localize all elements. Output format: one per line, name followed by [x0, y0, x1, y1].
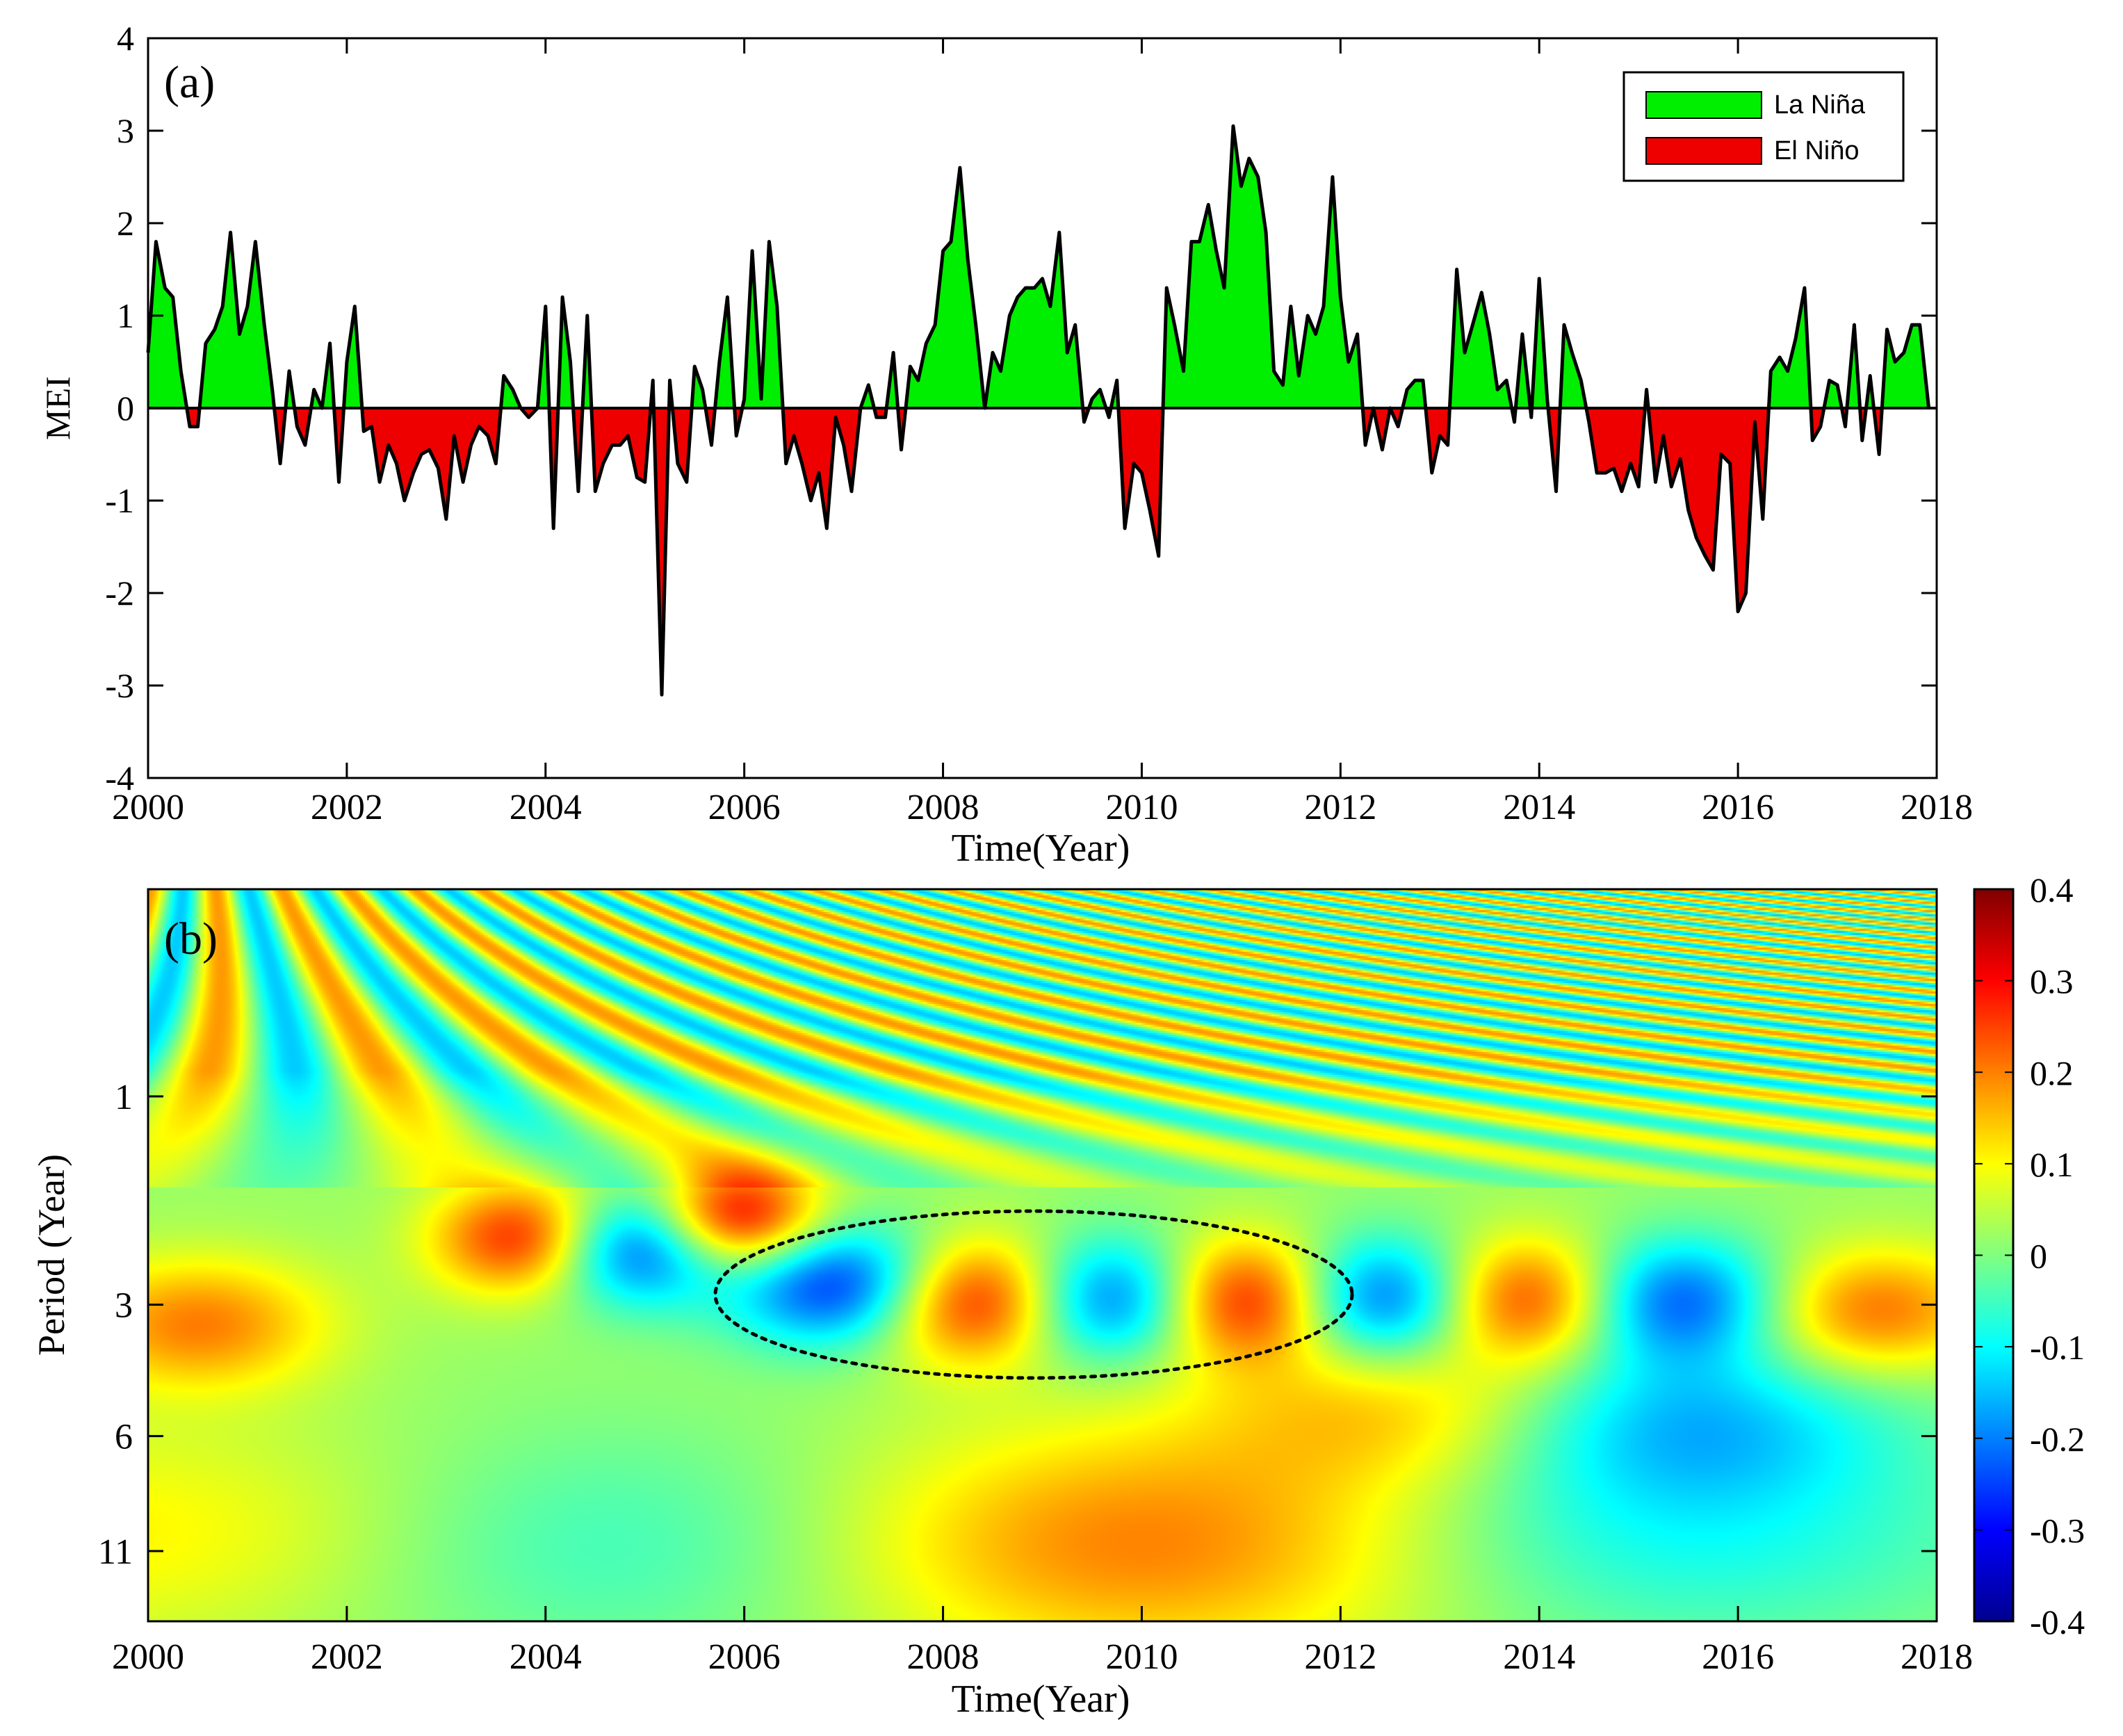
colorbar-tick-label: 0.3: [2030, 962, 2074, 1001]
highlight-ellipse: [713, 1209, 1354, 1380]
legend-swatch-el-nino: [1645, 137, 1762, 165]
y-tick-label: 3: [117, 111, 134, 150]
la-nina-area-segment: [1911, 324, 1921, 409]
el-nino-area-segment: [1737, 407, 1747, 612]
colorbar-tick-label: -0.1: [2030, 1328, 2085, 1367]
la-nina-area-segment: [943, 241, 952, 409]
panel-a-x-axis-label: Time(Year): [952, 827, 1130, 870]
colorbar-tick-label: 0.1: [2030, 1145, 2074, 1184]
el-nino-area-segment: [1596, 407, 1607, 473]
x-tick-label: 2018: [1901, 1637, 1973, 1677]
panel-a-label: (a): [164, 57, 215, 108]
x-tick-label: 2006: [708, 788, 781, 827]
x-tick-label: 2010: [1105, 788, 1178, 827]
x-tick-label: 2016: [1702, 1637, 1774, 1677]
el-nino-area-segment: [1605, 407, 1614, 473]
y-tick-label: 11: [98, 1532, 133, 1572]
wavelet-heatmap: [148, 889, 1937, 1621]
colorbar-tick-label: 0: [2030, 1237, 2047, 1276]
legend-swatch-la-nina: [1645, 91, 1762, 119]
x-tick-label: 2012: [1304, 1637, 1376, 1677]
colorbar-tick-label: 0.4: [2030, 870, 2074, 909]
el-nino-area-segment: [636, 407, 646, 483]
y-tick-label: 1: [115, 1078, 133, 1117]
legend: La Niña El Niño: [1622, 71, 1905, 182]
y-tick-label: 3: [115, 1286, 133, 1326]
y-tick-label: -3: [105, 666, 134, 705]
panel-a-y-ticks: -4 -3 -2 -1 0 1 2 3 4: [105, 19, 1937, 797]
x-tick-label: 2000: [112, 1637, 184, 1677]
panel-a-x-ticks: 2000 2002 2004 2006 2008 2010 2012 2014 2016 2018: [112, 38, 1973, 827]
x-tick-label: 2018: [1901, 788, 1973, 827]
colorbar-tick-label: -0.4: [2030, 1603, 2085, 1641]
x-tick-label: 2000: [112, 788, 184, 827]
y-tick-label: 0: [117, 389, 134, 428]
panel-a-y-axis-label: MEI: [38, 376, 77, 440]
panel-b-x-ticks: 2000 2002 2004 2006 2008 2010 2012 2014 2016 2018: [112, 1606, 1973, 1677]
la-nina-area-segment: [1034, 277, 1043, 409]
x-tick-label: 2002: [311, 788, 383, 827]
la-nina-area-segment: [1240, 158, 1250, 409]
la-nina-area-segment: [1025, 287, 1035, 409]
colorbar: 0.4 0.3 0.2 0.1 0 -0.1 -0.2 -0.3 -0.4: [1973, 870, 2085, 1641]
colorbar-tick-label: -0.3: [2030, 1511, 2085, 1550]
x-tick-label: 2008: [907, 788, 979, 827]
panel-a: 2000 2002 2004 2006 2008 2010 2012 2014 2016 2018…: [38, 19, 1973, 870]
x-tick-label: 2008: [907, 1637, 979, 1677]
x-tick-label: 2016: [1702, 788, 1774, 827]
x-tick-label: 2006: [708, 1637, 781, 1677]
panel-b-y-axis-label: Period (Year): [31, 1154, 72, 1356]
la-nina-area-segment: [1017, 286, 1026, 409]
legend-label-la-nina: La Niña: [1774, 90, 1866, 120]
el-nino-area-segment: [421, 407, 430, 455]
el-nino-area-segment: [1695, 407, 1706, 557]
panel-b-label: (b): [164, 914, 218, 964]
y-tick-label: 2: [117, 204, 134, 243]
x-tick-label: 2012: [1304, 788, 1376, 827]
x-tick-label: 2002: [311, 1637, 383, 1677]
x-tick-label: 2014: [1503, 788, 1575, 827]
x-tick-label: 2004: [510, 1637, 582, 1677]
el-nino-area-segment: [612, 407, 621, 446]
la-nina-area-segment: [1191, 241, 1200, 409]
y-tick-label: -2: [105, 574, 134, 613]
x-tick-label: 2014: [1503, 1637, 1575, 1677]
x-tick-label: 2010: [1105, 1637, 1178, 1677]
x-tick-label: 2004: [510, 788, 582, 827]
panel-b-x-axis-label: Time(Year): [952, 1678, 1130, 1721]
el-nino-area-segment: [1705, 407, 1714, 571]
colorbar-ticks: 0.4 0.3 0.2 0.1 0 -0.1 -0.2 -0.3 -0.4: [1974, 870, 2085, 1641]
colorbar-tick-label: 0.2: [2030, 1053, 2074, 1092]
mei-series-line: [146, 124, 1931, 697]
y-tick-label: 4: [117, 19, 134, 58]
y-tick-label: -1: [105, 481, 134, 520]
la-nina-area-segment: [1248, 158, 1259, 409]
y-tick-label: 6: [115, 1418, 133, 1457]
panel-b-y-ticks: 1 3 6 11: [98, 1078, 1937, 1572]
y-tick-label: -4: [105, 759, 134, 797]
mei-area-fills: [148, 126, 1930, 695]
y-tick-label: 1: [117, 296, 134, 335]
wavelet-heatmap-container: [148, 889, 1937, 1621]
legend-label-el-nino: El Niño: [1774, 136, 1860, 165]
la-nina-area-segment: [164, 286, 174, 409]
panel-b-frame: [147, 888, 1938, 1623]
colorbar-tick-label: -0.2: [2030, 1420, 2085, 1459]
panel-b: 2000 2002 2004 2006 2008 2010 2012 2014 2016 2018…: [31, 870, 2085, 1721]
